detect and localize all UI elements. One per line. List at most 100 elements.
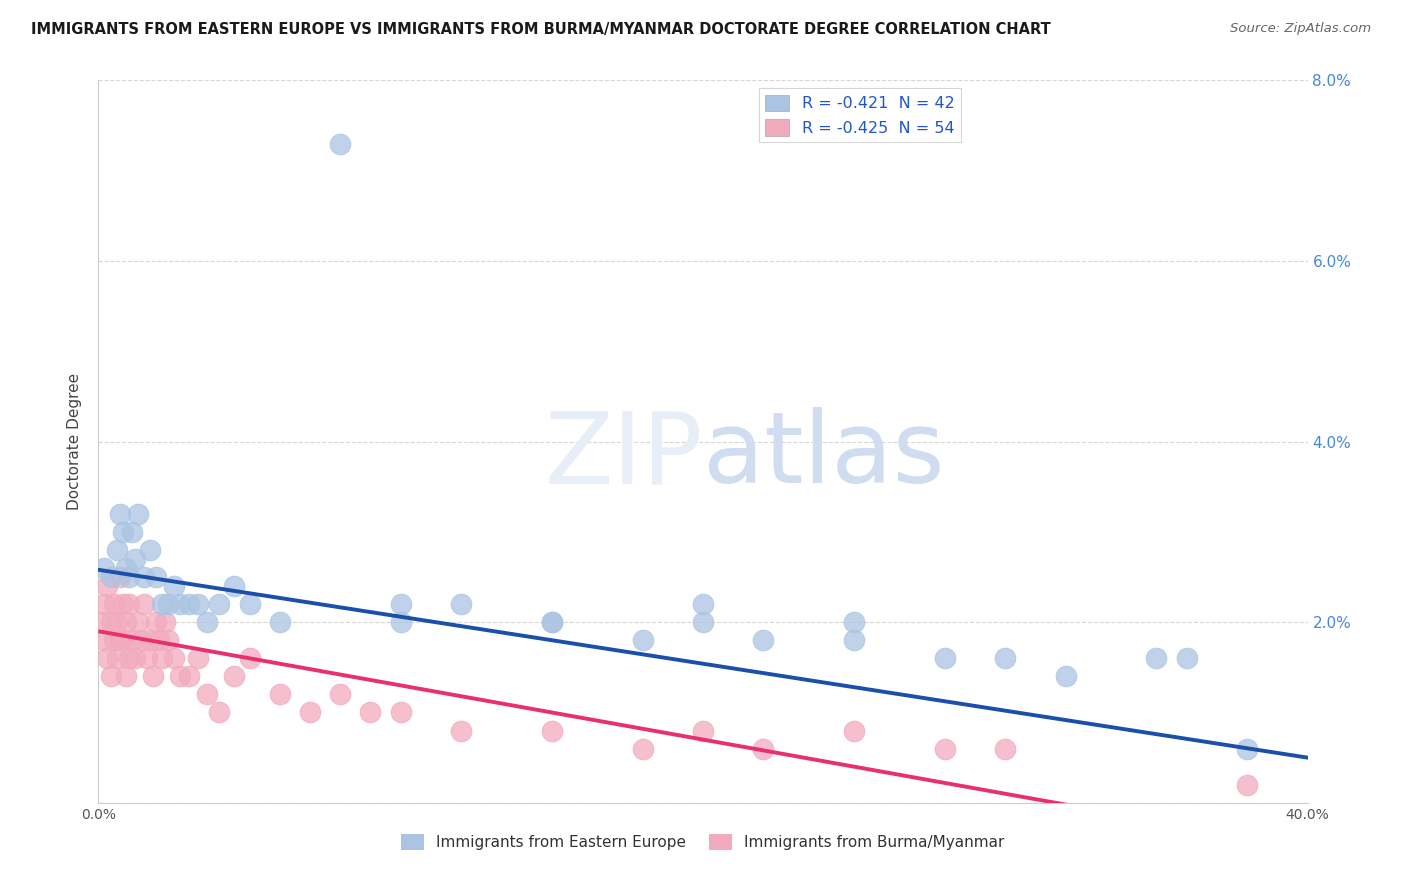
Point xyxy=(169,669,191,683)
Point xyxy=(179,597,201,611)
Point xyxy=(90,615,112,630)
Point xyxy=(631,741,654,756)
Point xyxy=(1144,651,1167,665)
Point xyxy=(329,687,352,701)
Point xyxy=(105,615,128,630)
Y-axis label: Doctorate Degree: Doctorate Degree xyxy=(67,373,83,510)
Point xyxy=(96,579,118,593)
Point xyxy=(111,524,134,539)
Point xyxy=(108,507,131,521)
Point xyxy=(118,651,141,665)
Point xyxy=(114,615,136,630)
Point xyxy=(103,633,125,648)
Point xyxy=(129,633,152,648)
Point xyxy=(121,524,143,539)
Point xyxy=(269,615,291,630)
Point xyxy=(195,687,218,701)
Point xyxy=(139,542,162,557)
Point xyxy=(934,741,956,756)
Point xyxy=(156,597,179,611)
Text: atlas: atlas xyxy=(703,408,945,505)
Point xyxy=(114,669,136,683)
Point xyxy=(752,741,775,756)
Point xyxy=(153,615,176,630)
Point xyxy=(179,669,201,683)
Point xyxy=(100,615,122,630)
Point xyxy=(127,615,149,630)
Legend: Immigrants from Eastern Europe, Immigrants from Burma/Myanmar: Immigrants from Eastern Europe, Immigran… xyxy=(395,829,1011,856)
Point xyxy=(1175,651,1198,665)
Point xyxy=(169,597,191,611)
Point xyxy=(224,579,246,593)
Point xyxy=(142,669,165,683)
Point xyxy=(93,633,115,648)
Point xyxy=(163,579,186,593)
Text: IMMIGRANTS FROM EASTERN EUROPE VS IMMIGRANTS FROM BURMA/MYANMAR DOCTORATE DEGREE: IMMIGRANTS FROM EASTERN EUROPE VS IMMIGR… xyxy=(31,22,1050,37)
Point xyxy=(224,669,246,683)
Point xyxy=(752,633,775,648)
Text: ZIP: ZIP xyxy=(544,408,703,505)
Point xyxy=(105,542,128,557)
Point xyxy=(93,561,115,575)
Point xyxy=(844,723,866,738)
Point xyxy=(127,507,149,521)
Point xyxy=(844,633,866,648)
Point xyxy=(208,597,231,611)
Point xyxy=(114,561,136,575)
Point xyxy=(450,597,472,611)
Point xyxy=(1236,741,1258,756)
Point xyxy=(450,723,472,738)
Point xyxy=(329,136,352,151)
Point xyxy=(124,651,146,665)
Point xyxy=(150,651,173,665)
Point xyxy=(631,633,654,648)
Point xyxy=(111,633,134,648)
Point xyxy=(100,570,122,584)
Point xyxy=(103,597,125,611)
Point xyxy=(239,651,262,665)
Point xyxy=(96,651,118,665)
Point xyxy=(239,597,262,611)
Point xyxy=(100,669,122,683)
Point xyxy=(150,597,173,611)
Point xyxy=(299,706,322,720)
Point xyxy=(108,570,131,584)
Point xyxy=(540,723,562,738)
Point xyxy=(148,633,170,648)
Point xyxy=(187,651,209,665)
Point xyxy=(389,615,412,630)
Point xyxy=(208,706,231,720)
Point xyxy=(994,651,1017,665)
Point xyxy=(187,597,209,611)
Point xyxy=(156,633,179,648)
Point xyxy=(389,597,412,611)
Point xyxy=(540,615,562,630)
Point xyxy=(105,651,128,665)
Point xyxy=(692,597,714,611)
Point xyxy=(118,570,141,584)
Point xyxy=(93,597,115,611)
Point xyxy=(108,633,131,648)
Point xyxy=(360,706,382,720)
Point xyxy=(111,597,134,611)
Point xyxy=(692,615,714,630)
Point xyxy=(692,723,714,738)
Point xyxy=(118,597,141,611)
Point xyxy=(934,651,956,665)
Point xyxy=(132,597,155,611)
Point xyxy=(139,633,162,648)
Point xyxy=(269,687,291,701)
Point xyxy=(145,615,167,630)
Point xyxy=(1054,669,1077,683)
Text: Source: ZipAtlas.com: Source: ZipAtlas.com xyxy=(1230,22,1371,36)
Point xyxy=(994,741,1017,756)
Point xyxy=(844,615,866,630)
Point xyxy=(135,651,157,665)
Point xyxy=(1236,778,1258,792)
Point xyxy=(195,615,218,630)
Point xyxy=(540,615,562,630)
Point xyxy=(389,706,412,720)
Point xyxy=(124,552,146,566)
Point xyxy=(121,633,143,648)
Point xyxy=(145,570,167,584)
